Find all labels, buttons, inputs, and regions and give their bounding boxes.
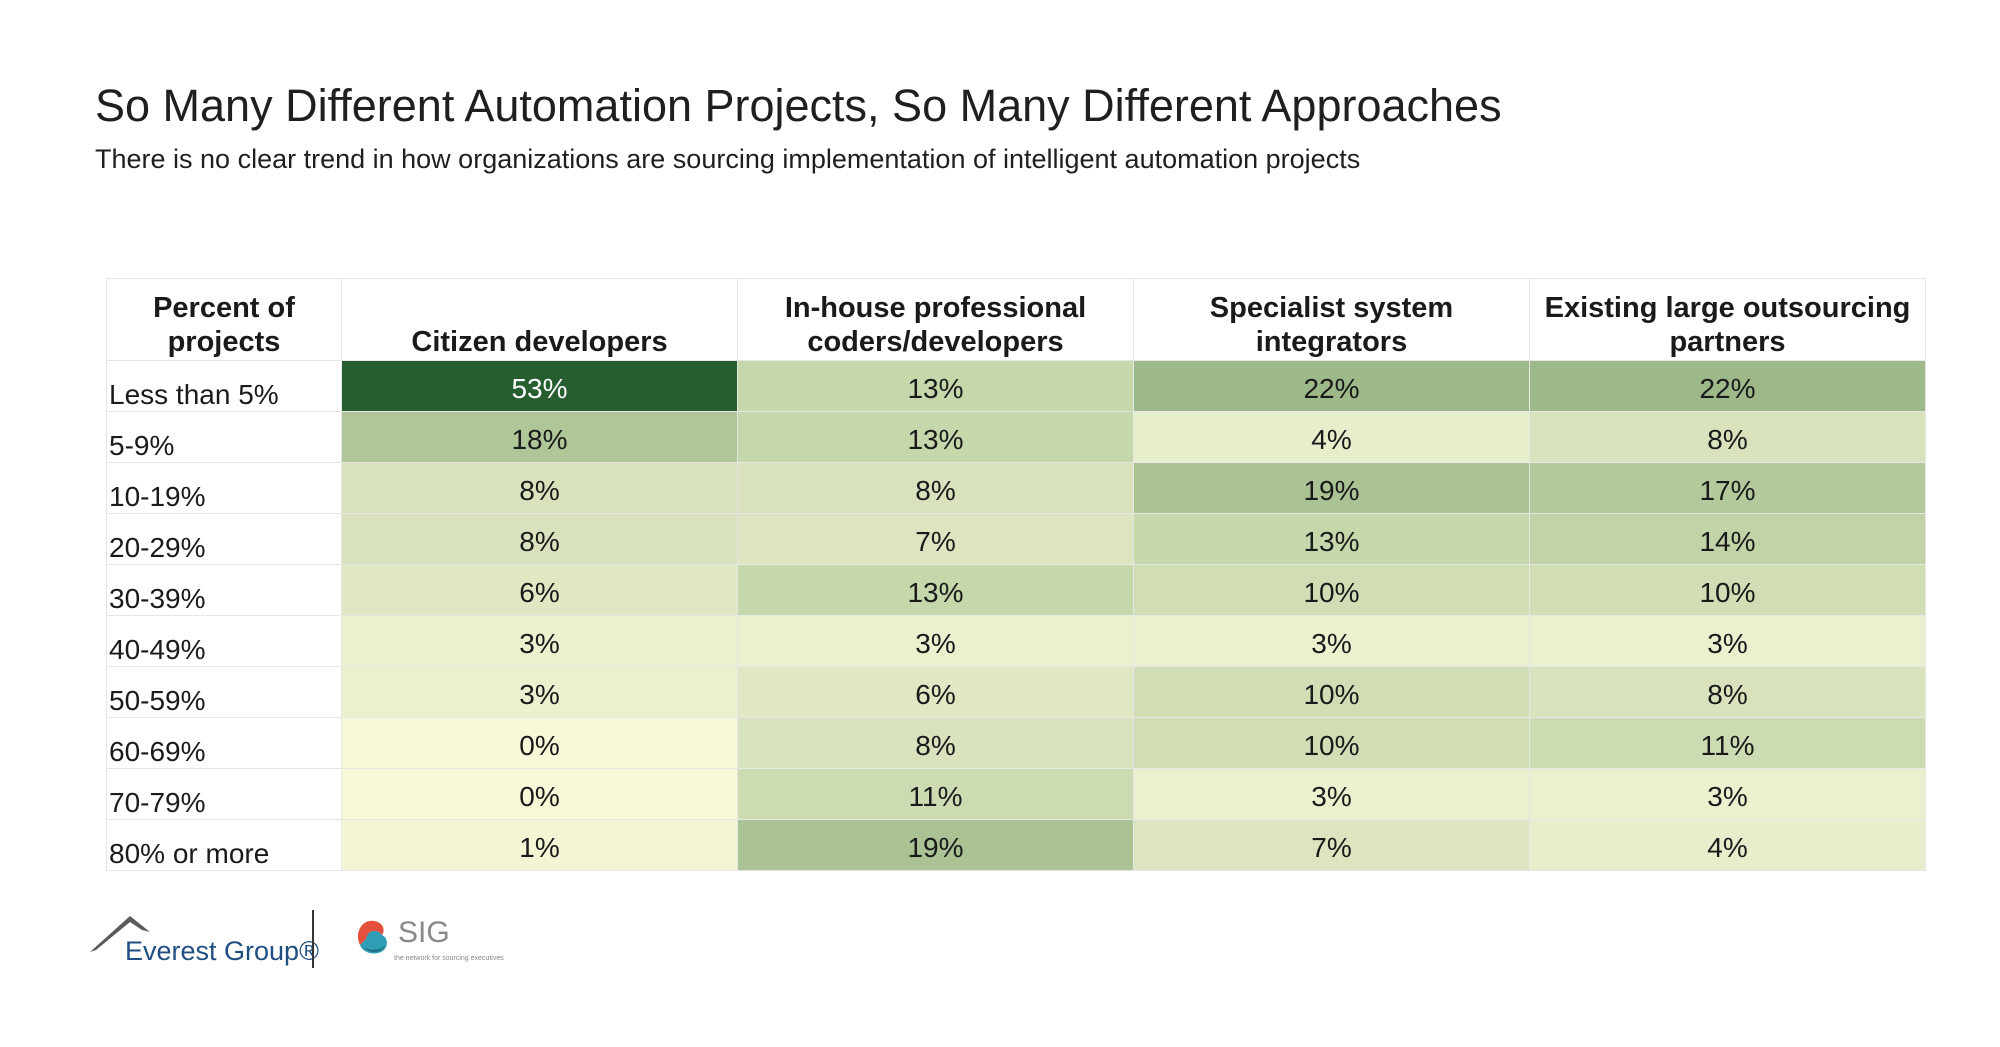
table-row: 50-59% 3% 6% 10% 8% bbox=[106, 666, 1926, 718]
heatmap-cell: 6% bbox=[737, 666, 1134, 718]
heatmap-cell: 18% bbox=[341, 411, 738, 463]
mountain-icon bbox=[90, 916, 150, 952]
column-header: Citizen developers bbox=[341, 278, 738, 361]
table-row: 70-79% 0% 11% 3% 3% bbox=[106, 768, 1926, 820]
heatmap-cell: 13% bbox=[737, 360, 1134, 412]
column-header: Existing large outsourcing partners bbox=[1529, 278, 1926, 361]
heatmap-table: Percent of projects Citizen developers I… bbox=[106, 278, 1926, 871]
row-header: Percent of projects bbox=[106, 278, 342, 361]
sig-logo-text: SIG bbox=[398, 916, 450, 949]
heatmap-body: Less than 5% 53% 13% 22% 22% 5-9% 18% 13% 4% 8% 10… bbox=[106, 360, 1926, 871]
footer-logos: Everest Group® SIG the network for sourc… bbox=[90, 910, 504, 970]
everest-group-logo-text: Everest Group® bbox=[125, 936, 319, 966]
heatmap-cell: 19% bbox=[737, 819, 1134, 871]
chart-title: So Many Different Automation Projects, S… bbox=[95, 80, 1502, 131]
row-label: 30-39% bbox=[106, 564, 342, 616]
row-label: 50-59% bbox=[106, 666, 342, 718]
column-header: In-house professional coders/developers bbox=[737, 278, 1134, 361]
sig-logo-icon bbox=[357, 920, 387, 954]
heatmap-cell: 7% bbox=[1133, 819, 1530, 871]
heatmap-cell: 1% bbox=[341, 819, 738, 871]
row-label: 60-69% bbox=[106, 717, 342, 769]
heatmap-cell: 3% bbox=[1529, 768, 1926, 820]
heatmap-cell: 4% bbox=[1133, 411, 1530, 463]
heatmap-cell: 11% bbox=[737, 768, 1134, 820]
table-row: 30-39% 6% 13% 10% 10% bbox=[106, 564, 1926, 616]
heatmap-cell: 10% bbox=[1133, 666, 1530, 718]
heatmap-cell: 13% bbox=[1133, 513, 1530, 565]
heatmap-cell: 8% bbox=[737, 717, 1134, 769]
heatmap-cell: 53% bbox=[341, 360, 738, 412]
heatmap-cell: 3% bbox=[341, 615, 738, 667]
sig-tagline: the network for sourcing executives bbox=[394, 955, 504, 962]
footer-divider bbox=[312, 910, 314, 968]
heatmap-cell: 14% bbox=[1529, 513, 1926, 565]
row-label: 10-19% bbox=[106, 462, 342, 514]
row-label: Less than 5% bbox=[106, 360, 342, 412]
heatmap-cell: 8% bbox=[1529, 411, 1926, 463]
heatmap-cell: 3% bbox=[1133, 615, 1530, 667]
table-row: Less than 5% 53% 13% 22% 22% bbox=[106, 360, 1926, 412]
table-row: 10-19% 8% 8% 19% 17% bbox=[106, 462, 1926, 514]
heatmap-cell: 8% bbox=[341, 462, 738, 514]
heatmap-cell: 13% bbox=[737, 564, 1134, 616]
heatmap-cell: 19% bbox=[1133, 462, 1530, 514]
everest-group-logo: Everest Group® bbox=[90, 910, 319, 970]
heatmap-cell: 13% bbox=[737, 411, 1134, 463]
row-label: 20-29% bbox=[106, 513, 342, 565]
heatmap-cell: 8% bbox=[341, 513, 738, 565]
heatmap-cell: 10% bbox=[1133, 564, 1530, 616]
heatmap-cell: 10% bbox=[1133, 717, 1530, 769]
heatmap-cell: 22% bbox=[1133, 360, 1530, 412]
row-label: 80% or more bbox=[106, 819, 342, 871]
heatmap-cell: 3% bbox=[737, 615, 1134, 667]
heatmap-cell: 8% bbox=[737, 462, 1134, 514]
heatmap-cell: 3% bbox=[1133, 768, 1530, 820]
heatmap-cell: 17% bbox=[1529, 462, 1926, 514]
heatmap-cell: 8% bbox=[1529, 666, 1926, 718]
chart-subtitle: There is no clear trend in how organizat… bbox=[95, 144, 1361, 174]
row-label: 40-49% bbox=[106, 615, 342, 667]
row-label: 5-9% bbox=[106, 411, 342, 463]
heatmap-cell: 3% bbox=[341, 666, 738, 718]
heatmap-cell: 3% bbox=[1529, 615, 1926, 667]
table-row: 40-49% 3% 3% 3% 3% bbox=[106, 615, 1926, 667]
heatmap-cell: 0% bbox=[341, 717, 738, 769]
header-row: Percent of projects Citizen developers I… bbox=[106, 278, 1926, 361]
column-header: Specialist system integrators bbox=[1133, 278, 1530, 361]
row-label: 70-79% bbox=[106, 768, 342, 820]
table-row: 5-9% 18% 13% 4% 8% bbox=[106, 411, 1926, 463]
table-row: 20-29% 8% 7% 13% 14% bbox=[106, 513, 1926, 565]
heatmap-cell: 7% bbox=[737, 513, 1134, 565]
table-row: 80% or more 1% 19% 7% 4% bbox=[106, 819, 1926, 871]
table-row: 60-69% 0% 8% 10% 11% bbox=[106, 717, 1926, 769]
heatmap-cell: 10% bbox=[1529, 564, 1926, 616]
heatmap-cell: 0% bbox=[341, 768, 738, 820]
heatmap-cell: 11% bbox=[1529, 717, 1926, 769]
heatmap-cell: 22% bbox=[1529, 360, 1926, 412]
heatmap-cell: 6% bbox=[341, 564, 738, 616]
heatmap-cell: 4% bbox=[1529, 819, 1926, 871]
